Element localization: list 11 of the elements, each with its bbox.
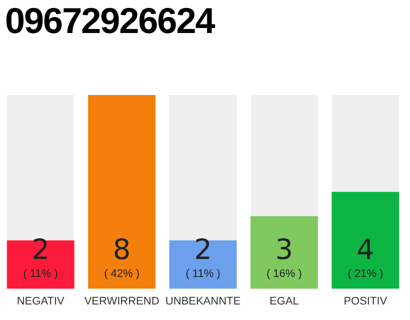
x-tick-label: UNBEKANNTE: [165, 295, 241, 308]
x-tick-label: NEGATIV: [16, 295, 65, 308]
data-label: 2 ( 11% ): [23, 232, 58, 280]
data-label: 2 ( 11% ): [186, 232, 220, 280]
data-label: 3 ( 16% ): [266, 232, 302, 280]
data-label: 8 ( 42% ): [104, 232, 140, 280]
x-tick-label: POSITIV: [344, 295, 388, 308]
data-label: 4 ( 21% ): [348, 232, 384, 280]
chart-title: 09672926624: [5, 0, 214, 42]
x-tick-label: VERWIRREND: [84, 295, 160, 308]
x-tick-label: EGAL: [270, 295, 299, 308]
